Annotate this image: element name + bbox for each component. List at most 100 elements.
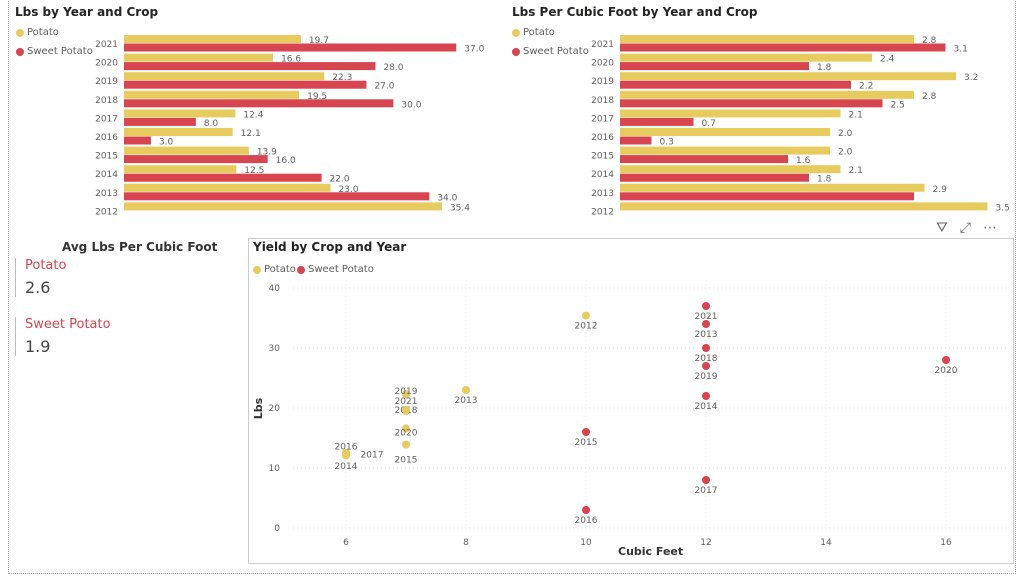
point-potato-2012 xyxy=(582,311,590,320)
point-label: 2016 xyxy=(575,516,598,526)
x-tick-label: 8 xyxy=(463,538,469,548)
bar-potato xyxy=(620,35,914,43)
bar-potato xyxy=(620,165,841,174)
data-label: 2.9 xyxy=(933,185,948,195)
scatter-legend-potato[interactable]: Potato xyxy=(253,264,296,275)
point-sweet-potato-2017 xyxy=(702,476,710,484)
x-tick-label: 16 xyxy=(940,538,952,548)
x-tick-label: 6 xyxy=(343,538,349,548)
data-label: 1.6 xyxy=(796,156,811,166)
point-sweet-potato-2018 xyxy=(702,344,710,352)
x-tick-label: 14 xyxy=(820,538,832,548)
category-label: 2018 xyxy=(591,96,614,106)
data-label: 0.3 xyxy=(660,138,674,148)
bar-sweet-potato xyxy=(124,155,268,164)
point-label: 2019 xyxy=(695,372,718,382)
category-label: 2012 xyxy=(591,207,614,217)
point-potato-2019 xyxy=(402,390,410,399)
data-label: 37.0 xyxy=(464,45,484,55)
chart1-title: Lbs by Year and Crop xyxy=(15,5,159,19)
sweet-potato-legend-dot xyxy=(297,265,305,274)
bar-sweet-potato xyxy=(620,136,652,145)
y-tick-label: 10 xyxy=(269,464,281,474)
bar-sweet-potato xyxy=(620,62,809,71)
bar-sweet-potato xyxy=(124,99,394,108)
scatter-visual-border xyxy=(248,238,1014,564)
data-label: 19.7 xyxy=(309,36,329,46)
legend-label: Sweet Potato xyxy=(27,46,93,57)
data-label: 22.3 xyxy=(332,73,352,83)
y-tick-label: 30 xyxy=(269,344,281,354)
visual-header: ⛛ ⤢ ⋯ xyxy=(936,220,997,236)
x-tick-label: 10 xyxy=(580,538,592,548)
point-label: 2015 xyxy=(575,438,598,448)
bar-potato xyxy=(124,202,442,211)
potato-legend-dot xyxy=(253,265,261,274)
bar-potato xyxy=(620,90,914,99)
data-label: 16.0 xyxy=(276,156,296,166)
legend-label: Sweet Potato xyxy=(308,264,374,275)
point-label: 2018 xyxy=(695,354,718,364)
bar-potato xyxy=(124,146,249,155)
point-label: 2014 xyxy=(695,402,718,412)
bar-potato xyxy=(124,35,301,43)
category-label: 2017 xyxy=(591,114,614,124)
more-options-icon[interactable]: ⋯ xyxy=(982,220,997,236)
category-label: 2013 xyxy=(95,189,118,199)
data-label: 3.0 xyxy=(159,138,174,148)
bar-sweet-potato xyxy=(124,192,430,201)
point-label: 2020 xyxy=(395,428,418,438)
data-label: 28.0 xyxy=(383,63,403,73)
scatter-legend-sweet[interactable]: Sweet Potato xyxy=(297,264,374,275)
chart2-legend-potato[interactable]: Potato xyxy=(512,27,555,38)
data-label: 27.0 xyxy=(374,82,394,92)
point-sweet-potato-2016 xyxy=(582,506,590,514)
sweet-potato-legend-dot xyxy=(512,47,520,56)
data-label: 35.4 xyxy=(450,203,470,213)
point-label: 2013 xyxy=(455,396,478,406)
category-label: 2012 xyxy=(95,207,118,217)
report-canvas xyxy=(8,0,1016,574)
bar-sweet-potato xyxy=(124,173,322,182)
data-label: 8.0 xyxy=(204,119,219,129)
legend-label: Sweet Potato xyxy=(523,46,589,57)
category-label: 2020 xyxy=(95,59,118,69)
filter-icon[interactable]: ⛛ xyxy=(936,220,948,236)
card-label: Sweet Potato xyxy=(25,317,111,332)
bar-sweet-potato xyxy=(620,192,914,201)
data-label: 2.0 xyxy=(838,129,853,139)
bar-potato xyxy=(124,165,237,174)
bar-sweet-potato xyxy=(620,173,809,182)
point-sweet-potato-2019 xyxy=(702,362,710,370)
category-label: 2021 xyxy=(591,40,614,50)
data-label: 30.0 xyxy=(401,100,421,110)
category-label: 2016 xyxy=(591,133,614,143)
bar-potato xyxy=(620,53,872,62)
category-label: 2020 xyxy=(591,59,614,69)
x-axis-title: Cubic Feet xyxy=(618,545,684,558)
lbs-bar-chart: 2021 19.7 37.0 2020 16.6 28.0 2019 22.3 27.0 2018… xyxy=(95,35,485,217)
legend-label: Potato xyxy=(27,27,59,38)
card-value: 2.6 xyxy=(25,278,51,297)
point-sweet-potato-2021 xyxy=(702,302,710,310)
chart1-legend-sweet[interactable]: Sweet Potato xyxy=(16,46,93,57)
data-label: 2.1 xyxy=(849,166,863,176)
category-label: 2018 xyxy=(95,96,118,106)
data-label: 2.8 xyxy=(922,36,937,46)
chart2-legend-sweet[interactable]: Sweet Potato xyxy=(512,46,589,57)
point-potato-2015 xyxy=(402,440,410,449)
data-label: 3.1 xyxy=(954,45,968,55)
point-sweet-potato-2014 xyxy=(702,392,710,400)
focus-mode-icon[interactable]: ⤢ xyxy=(959,220,971,236)
bar-sweet-potato xyxy=(124,62,376,71)
sweet-potato-legend-dot xyxy=(16,47,24,56)
point-label: 2013 xyxy=(695,330,718,340)
category-label: 2019 xyxy=(95,77,118,87)
legend-label: Potato xyxy=(523,27,555,38)
card-item-potato: Potato 2.6 xyxy=(15,258,66,297)
chart1-legend-potato[interactable]: Potato xyxy=(16,27,59,38)
point-potato-2013 xyxy=(462,386,470,394)
point-potato-2020 xyxy=(402,424,410,433)
point-label: 2021 xyxy=(395,397,418,407)
